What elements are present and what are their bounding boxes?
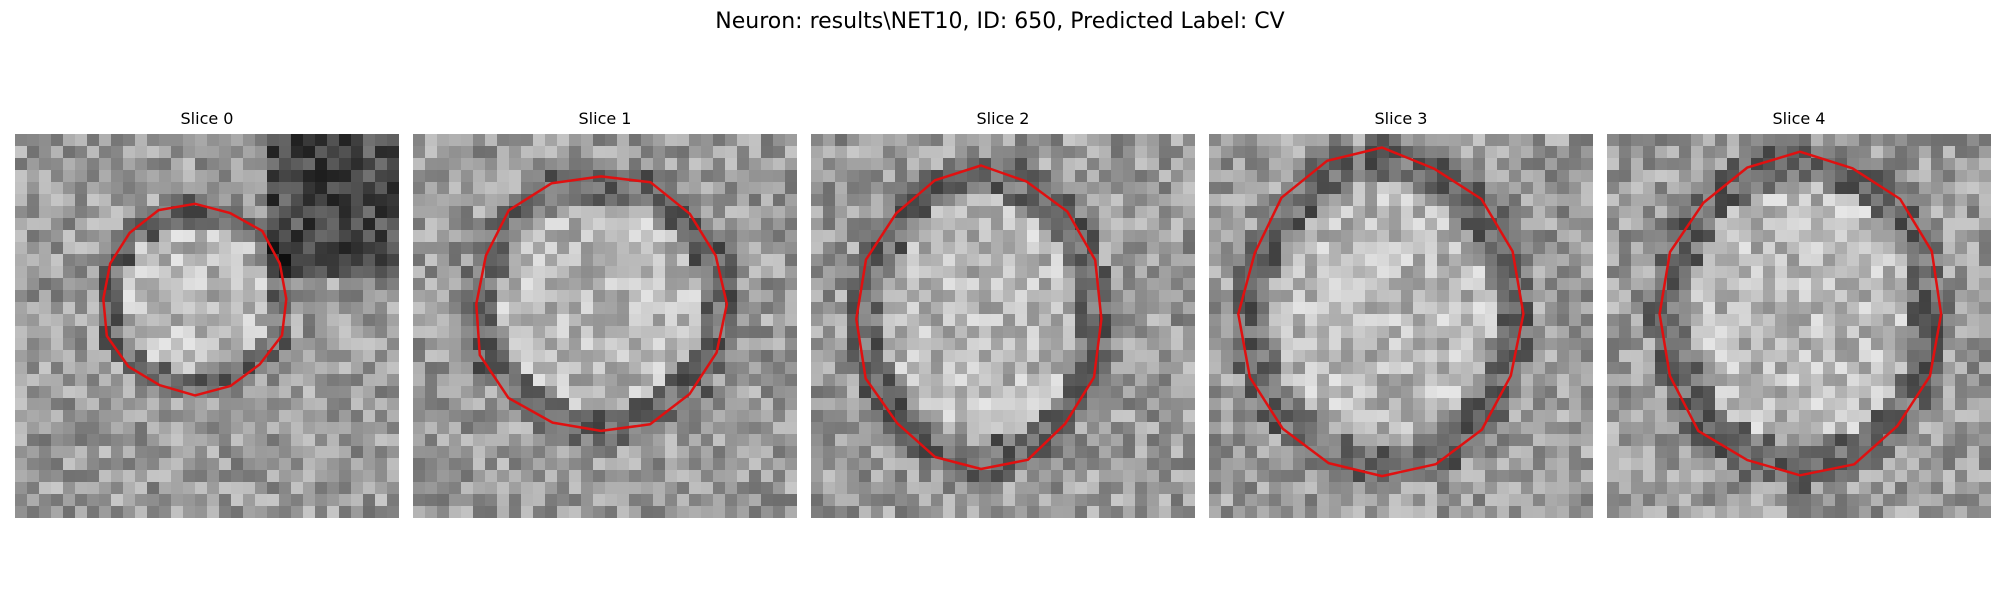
figure-title: Neuron: results\NET10, ID: 650, Predicte…: [0, 8, 2000, 36]
slice-panel-3: Slice 3: [1209, 108, 1593, 520]
slice-title-0: Slice 0: [15, 108, 399, 130]
slice-panel-1: Slice 1: [413, 108, 797, 520]
slice-title-2: Slice 2: [811, 108, 1195, 130]
slice-image-1: [413, 134, 797, 518]
slice-title-4: Slice 4: [1607, 108, 1991, 130]
slice-image-2: [811, 134, 1195, 518]
slice-panel-4: Slice 4: [1607, 108, 1991, 520]
slice-title-3: Slice 3: [1209, 108, 1593, 130]
slice-panel-0: Slice 0: [15, 108, 399, 520]
pixel-grid: [413, 134, 797, 518]
pixel-grid: [15, 134, 399, 518]
slice-image-4: [1607, 134, 1991, 518]
pixel-grid: [1607, 134, 1991, 518]
slice-image-0: [15, 134, 399, 518]
slice-image-3: [1209, 134, 1593, 518]
pixel-grid: [811, 134, 1195, 518]
pixel-grid: [1209, 134, 1593, 518]
slice-title-1: Slice 1: [413, 108, 797, 130]
slice-panel-2: Slice 2: [811, 108, 1195, 520]
